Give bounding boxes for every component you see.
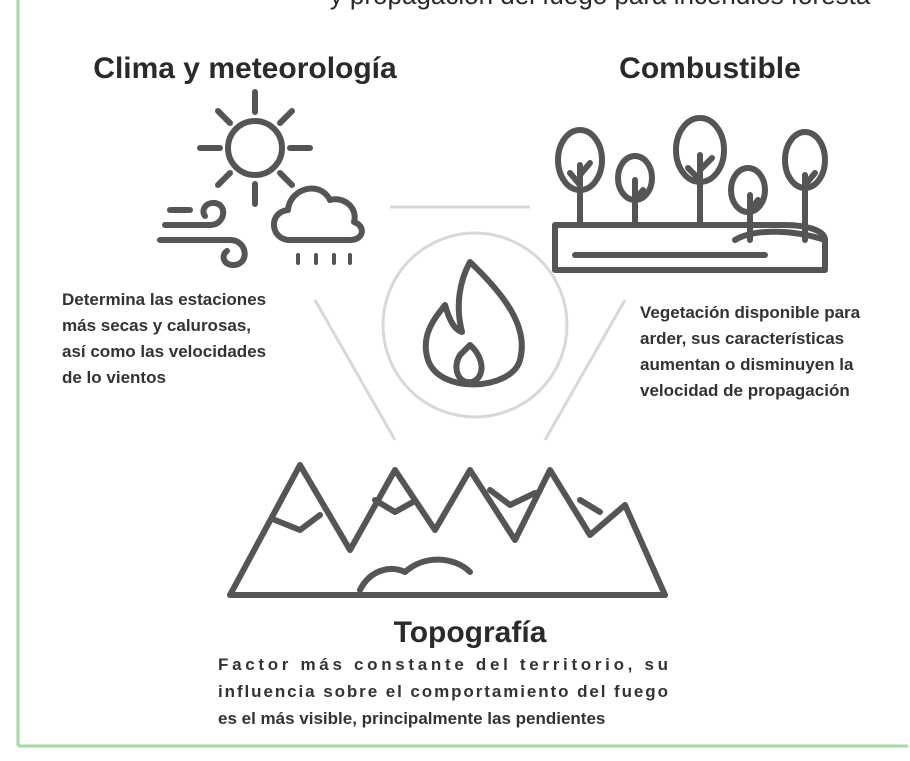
- section-title: Clima y meteorología: [93, 52, 397, 85]
- topography-icon: [227, 462, 668, 598]
- section-text: influencia sobre el comportamiento del f…: [218, 682, 668, 701]
- section-text: es el más visible, principalmente las pe…: [218, 709, 605, 728]
- section-text: más secas y calurosas,: [62, 316, 251, 335]
- section-text: velocidad de propagación: [640, 381, 850, 400]
- page-title: y propagación del fuego para incendios f…: [330, 0, 871, 10]
- section-text: de lo vientos: [62, 368, 166, 387]
- weather-icon: [157, 89, 365, 268]
- section-text: aumentan o disminuyen la: [640, 355, 854, 374]
- section-title: Topografía: [394, 616, 547, 649]
- section-text: así como las velocidades: [62, 342, 266, 361]
- fuel-icon: [552, 115, 828, 273]
- flame-icon: [422, 259, 525, 388]
- section-text: Vegetación disponible para: [640, 303, 861, 322]
- section-text: arder, sus características: [640, 329, 844, 348]
- section-text: Determina las estaciones: [62, 290, 266, 309]
- section-title: Combustible: [619, 52, 801, 85]
- connectors: [313, 205, 627, 441]
